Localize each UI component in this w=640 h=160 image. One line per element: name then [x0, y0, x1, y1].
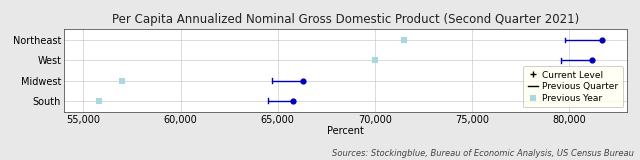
Point — [298, 79, 308, 82]
Title: Per Capita Annualized Nominal Gross Domestic Product (Second Quarter 2021): Per Capita Annualized Nominal Gross Dome… — [112, 13, 579, 26]
Point — [370, 59, 380, 62]
Point — [587, 59, 597, 62]
X-axis label: Percent: Percent — [327, 126, 364, 136]
Point — [288, 100, 298, 102]
Point — [94, 100, 104, 102]
Point — [399, 39, 409, 41]
Text: Sources: Stockingblue, Bureau of Economic Analysis, US Census Bureau: Sources: Stockingblue, Bureau of Economi… — [332, 149, 634, 158]
Point — [117, 79, 127, 82]
Point — [597, 39, 607, 41]
Legend: Current Level, Previous Quarter, Previous Year: Current Level, Previous Quarter, Previou… — [523, 66, 623, 108]
